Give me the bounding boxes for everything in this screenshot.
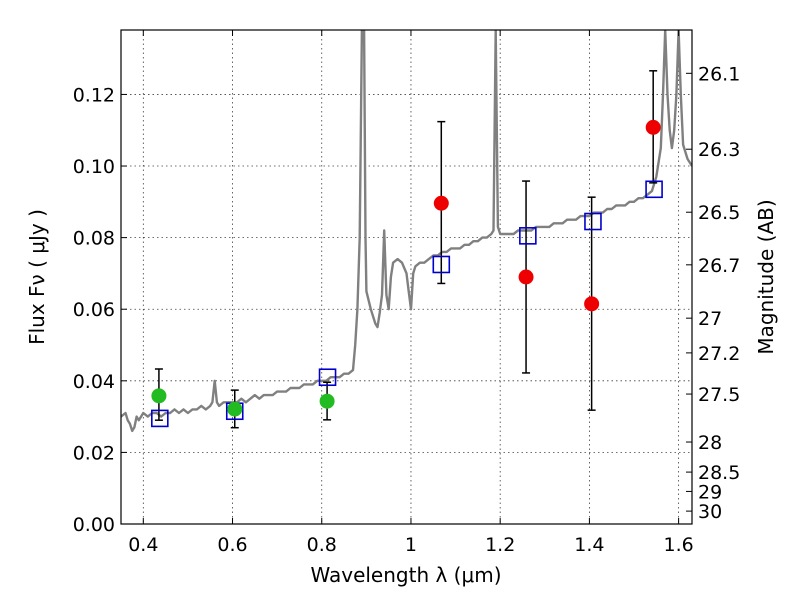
x-tick-label: 1.4 xyxy=(574,534,604,556)
data-markers xyxy=(151,119,663,428)
right-tick-label: 28 xyxy=(698,432,722,454)
y-axis-label: Flux Fν ( μJy ) xyxy=(25,209,49,345)
right-tick-label: 28.5 xyxy=(698,462,740,484)
x-axis-ticks: 0.4 0.6 0.8 1 1.2 1.4 1.6 xyxy=(128,30,694,556)
observed-flux-point xyxy=(645,119,661,135)
observed-flux-point xyxy=(319,393,335,409)
y-tick-label: 0.08 xyxy=(73,228,115,250)
right-tick-label: 26.7 xyxy=(698,255,740,277)
spectrum-line xyxy=(121,30,692,433)
right-tick-label: 26.1 xyxy=(698,63,740,85)
model-photometry-square xyxy=(645,180,663,199)
x-tick-label: 0.4 xyxy=(128,534,158,556)
right-tick-label: 27 xyxy=(698,308,722,330)
observed-flux-point xyxy=(433,195,449,211)
right-tick-label: 27.2 xyxy=(698,343,740,365)
y-tick-label: 0.02 xyxy=(73,442,115,464)
observed-flux-point xyxy=(584,296,600,312)
x-tick-label: 1.2 xyxy=(485,534,515,556)
observed-flux-point xyxy=(151,388,167,404)
right-tick-label: 29 xyxy=(698,481,722,503)
right-tick-label: 26.3 xyxy=(698,139,740,161)
model-spectrum xyxy=(121,30,692,433)
y-axis-ticks: 0.00 0.02 0.04 0.06 0.08 0.10 0.12 xyxy=(73,84,127,536)
model-photometry-square xyxy=(151,409,169,428)
right-tick-label: 30 xyxy=(698,501,722,523)
x-tick-label: 0.6 xyxy=(217,534,247,556)
y-tick-label: 0.00 xyxy=(73,514,115,536)
x-tick-label: 1.6 xyxy=(664,534,694,556)
y-tick-label: 0.10 xyxy=(73,156,115,178)
observed-flux-point xyxy=(227,401,243,417)
y-tick-label: 0.04 xyxy=(73,371,115,393)
model-photometry-square xyxy=(519,227,537,245)
x-tick-label: 1 xyxy=(405,534,417,556)
right-tick-label: 27.5 xyxy=(698,384,740,406)
model-photometry-square xyxy=(318,368,337,387)
right-tick-label: 26.5 xyxy=(698,202,740,224)
model-photometry-square xyxy=(584,212,602,231)
y-tick-label: 0.12 xyxy=(73,84,115,106)
right-axis-label: Magnitude (AB) xyxy=(754,199,778,354)
x-tick-label: 0.8 xyxy=(307,534,337,556)
model-photometry-square xyxy=(432,255,451,274)
y-tick-label: 0.06 xyxy=(73,299,115,321)
observed-flux-point xyxy=(518,269,534,285)
x-axis-label: Wavelength λ (μm) xyxy=(310,563,501,587)
error-bars xyxy=(154,70,658,429)
plot-frame xyxy=(120,29,693,525)
